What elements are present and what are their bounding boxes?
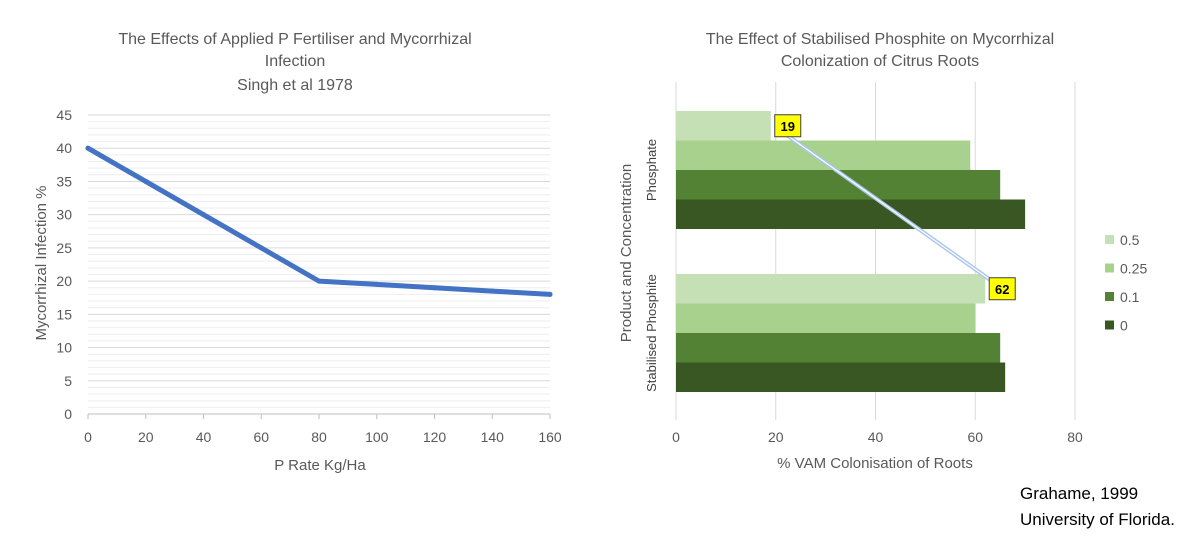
bar	[676, 111, 771, 141]
bar	[676, 170, 1001, 200]
credit-line-2: University of Florida.	[1020, 510, 1175, 529]
legend-swatch	[1105, 320, 1114, 330]
legend-swatch	[1105, 235, 1114, 244]
line-chart-y-axis-label: Mycorrhizal Infection %	[33, 185, 50, 340]
bar-chart-title-2: Colonization of Citrus Roots	[781, 53, 979, 70]
x-tick-label: 160	[538, 429, 562, 445]
line-chart-title-3: Singh et al 1978	[237, 77, 353, 94]
y-tick-label: 35	[56, 173, 72, 189]
data-point	[547, 291, 553, 297]
line-chart-gridlines	[88, 114, 550, 415]
callout-label: 62	[995, 282, 1009, 297]
y-tick-label: 15	[56, 306, 72, 322]
y-tick-label: 25	[56, 240, 72, 256]
data-point	[201, 212, 206, 218]
y-tick-label: 45	[56, 107, 72, 123]
bar-chart-category-labels: Phosphate Stabilised Phosphite	[644, 139, 659, 392]
y-tick-label: 40	[56, 140, 72, 156]
bar-chart-bars	[676, 111, 1026, 392]
x-tick-label: 120	[423, 429, 447, 445]
bar	[676, 303, 976, 333]
x-tick-label: 80	[311, 429, 327, 445]
x-tick-label: 60	[253, 429, 269, 445]
bar	[676, 333, 1001, 363]
legend-swatch	[1105, 263, 1114, 273]
bar-chart-title-1: The Effect of Stabilised Phosphite on My…	[706, 31, 1054, 48]
line-chart-x-axis-label: P Rate Kg/Ha	[274, 457, 366, 474]
category-label: Stabilised Phosphite	[644, 274, 659, 392]
callout-box	[774, 114, 802, 138]
bar	[676, 274, 986, 304]
data-point	[316, 278, 322, 284]
line-chart-title-2: Infection	[265, 53, 325, 70]
x-tick-label: 100	[365, 429, 389, 445]
data-point	[85, 145, 91, 151]
legend-label: 0.25	[1120, 261, 1147, 277]
data-point	[143, 178, 149, 184]
bar-chart-x-ticks: 0 20 40 60 80	[672, 429, 1083, 445]
legend-label: 0.5	[1120, 232, 1140, 248]
legend-label: 0	[1120, 318, 1128, 334]
x-tick-label: 20	[138, 429, 154, 445]
category-label: Phosphate	[644, 139, 659, 201]
y-tick-label: 5	[64, 373, 72, 389]
legend-label: 0.1	[1120, 289, 1140, 305]
line-chart-title-1: The Effects of Applied P Fertiliser and …	[118, 31, 471, 48]
callout-connector-highlight	[787, 135, 995, 284]
bar	[676, 362, 1006, 392]
y-tick-label: 10	[56, 340, 72, 356]
x-tick-label: 60	[967, 429, 983, 445]
bar-chart-x-axis-label: % VAM Colonisation of Roots	[777, 455, 973, 472]
data-point	[258, 245, 264, 251]
callout-box	[988, 277, 1016, 301]
x-tick-label: 0	[672, 429, 680, 445]
bar-chart-y-axis-label: Product and Concentration	[618, 164, 635, 342]
data-point	[489, 288, 495, 294]
line-chart-y-ticks: 0 5 10 15 20 25 30 35 40 45	[56, 107, 72, 422]
x-tick-label: 40	[868, 429, 884, 445]
callout-label: 19	[781, 119, 795, 134]
line-chart: The Effects of Applied P Fertiliser and …	[33, 31, 562, 474]
y-tick-label: 20	[56, 273, 72, 289]
x-tick-label: 40	[196, 429, 212, 445]
x-tick-label: 140	[481, 429, 505, 445]
line-chart-x-ticks: 0 20 40 60 80 100 120 140 160	[84, 414, 562, 445]
x-tick-label: 80	[1067, 429, 1083, 445]
legend-swatch	[1105, 292, 1114, 301]
bar	[676, 140, 971, 170]
bar-chart-legend: 0.5 0.25 0.1 0	[1105, 232, 1147, 334]
bar	[676, 199, 1026, 229]
credit-line-1: Grahame, 1999	[1020, 484, 1139, 503]
data-point	[374, 281, 380, 287]
bar-chart: The Effect of Stabilised Phosphite on My…	[618, 31, 1147, 472]
line-chart-series	[85, 145, 553, 297]
data-point	[432, 285, 437, 291]
y-tick-label: 0	[64, 406, 72, 422]
y-tick-label: 30	[56, 207, 72, 223]
x-tick-label: 20	[768, 429, 784, 445]
x-tick-label: 0	[84, 429, 92, 445]
